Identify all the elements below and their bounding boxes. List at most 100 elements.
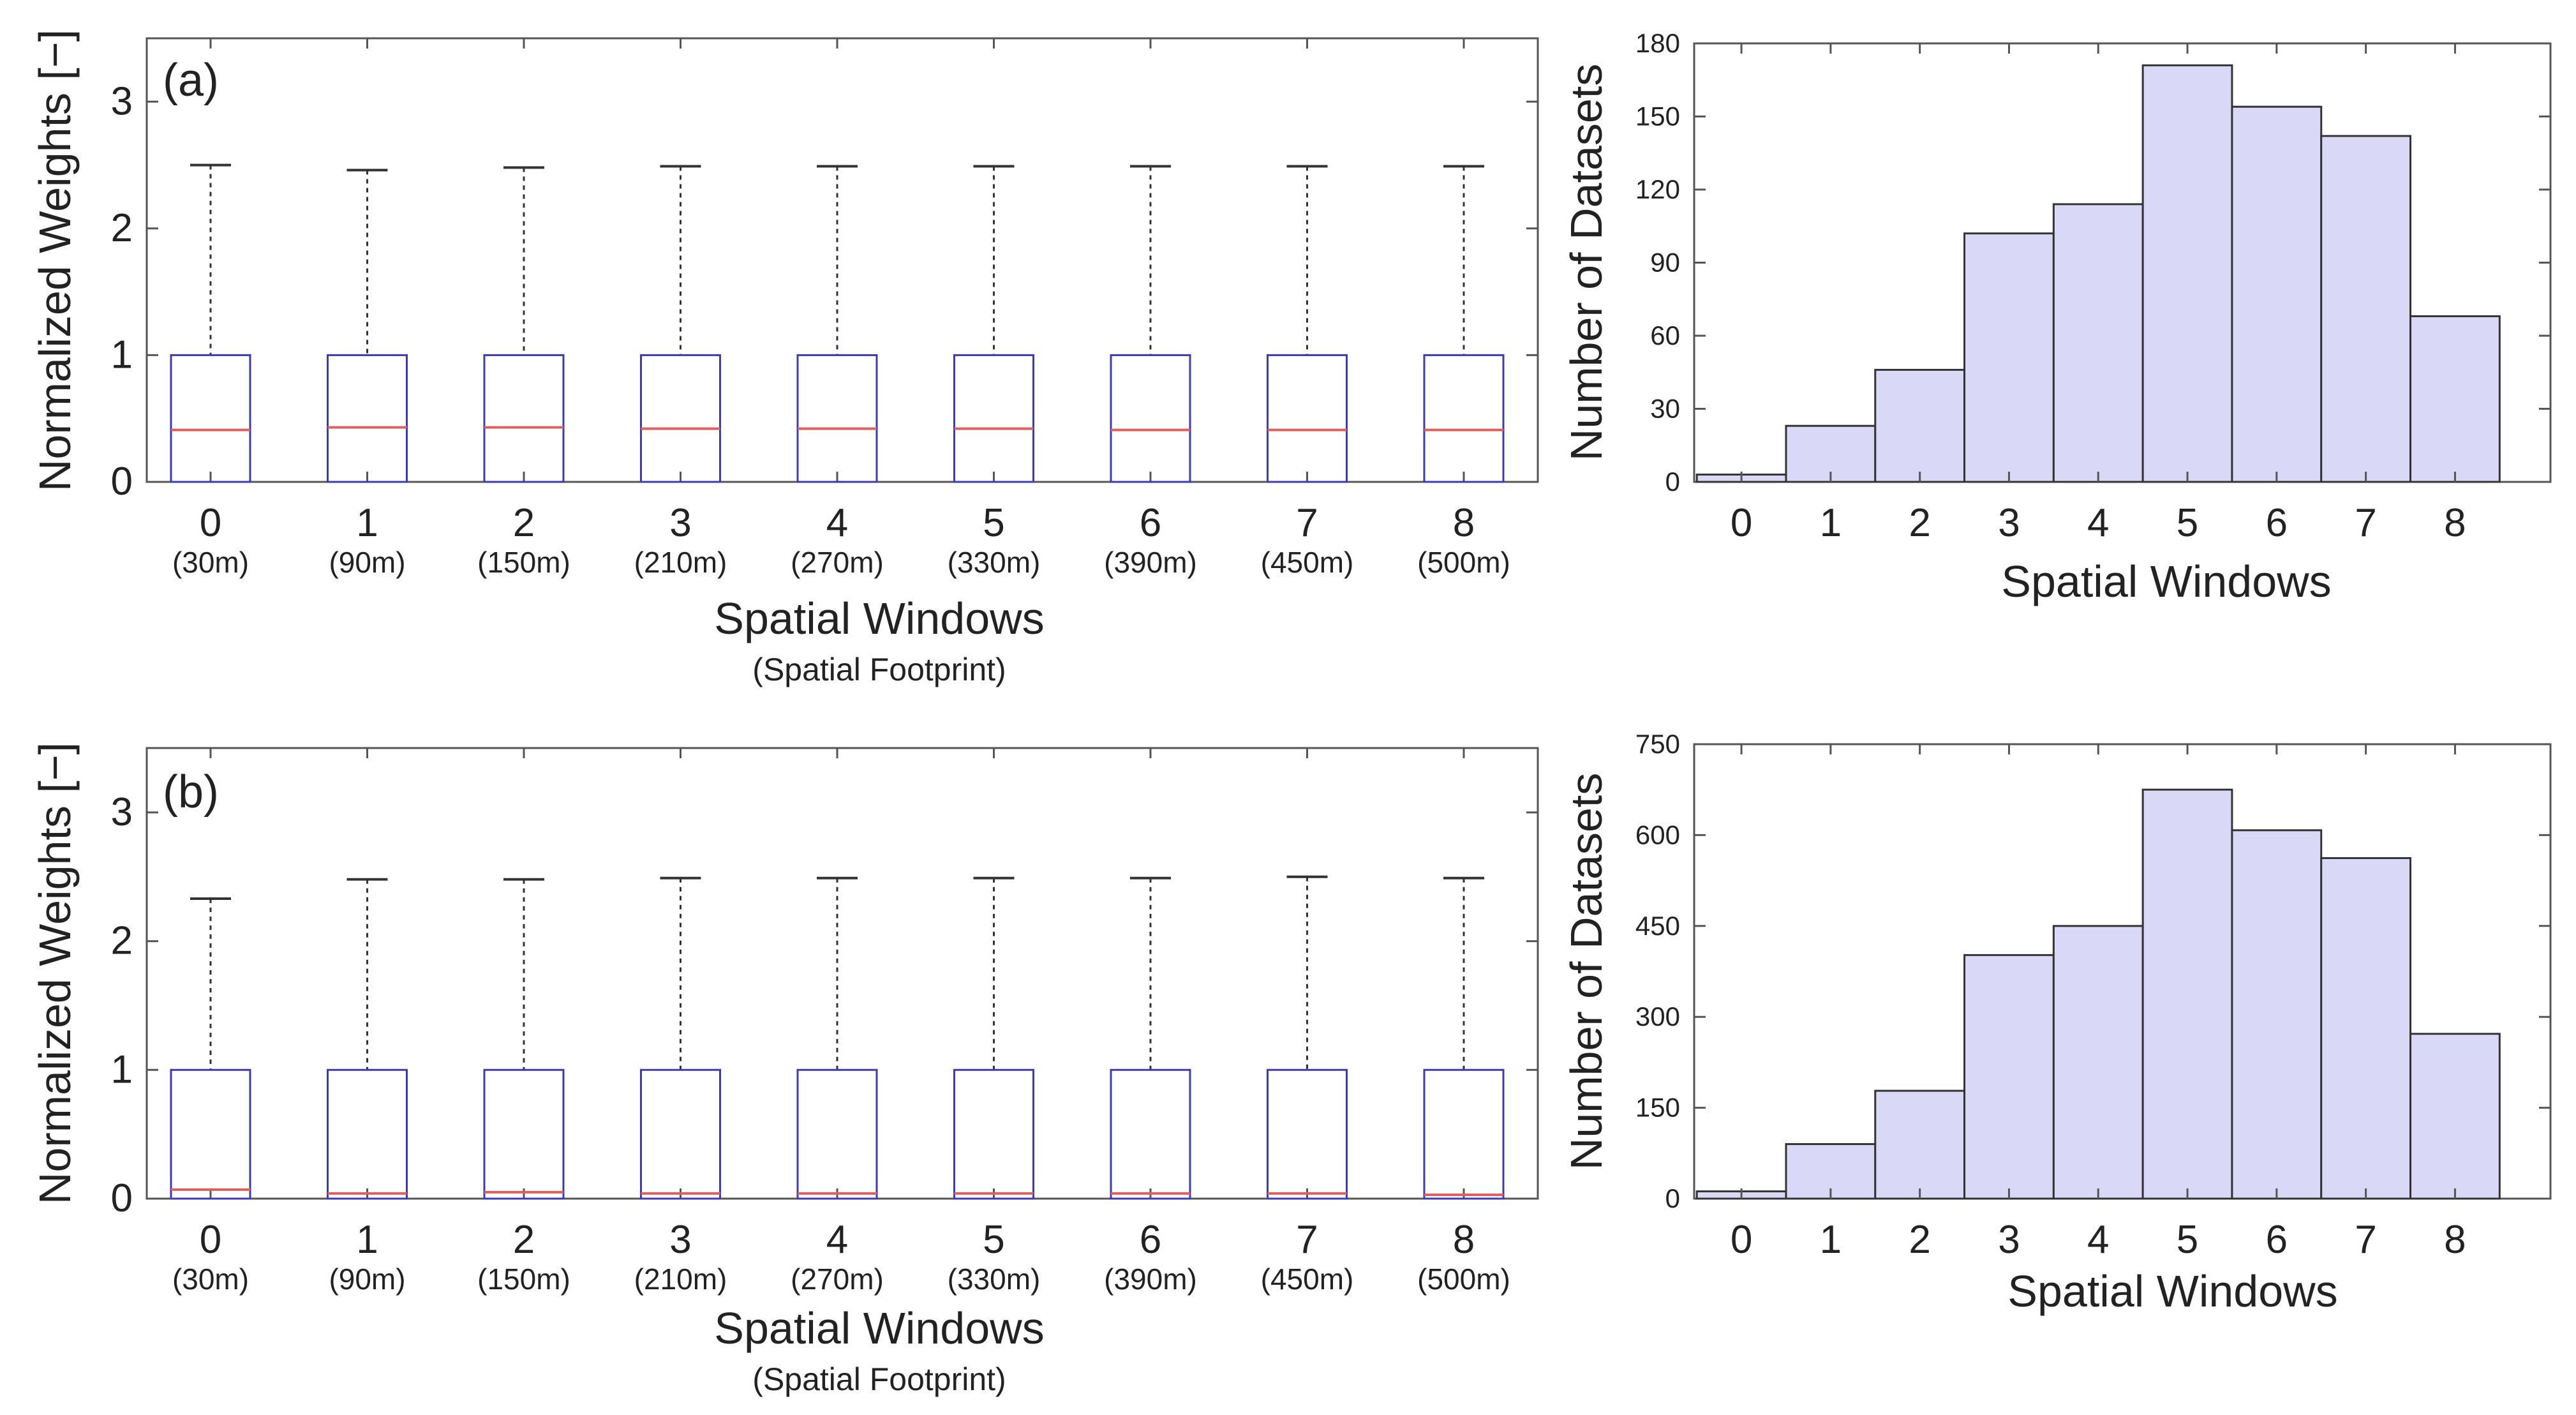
x-tick-label: 5 (2177, 501, 2198, 545)
x-tick-label: 0 (200, 501, 221, 545)
y-tick-label: 60 (1650, 320, 1680, 350)
x-tick-label: 6 (2266, 501, 2288, 545)
x-tick-label: 1 (1820, 501, 1842, 545)
x-tick-label: 8 (2444, 1218, 2466, 1262)
x-axis-title: Spatial Windows (2001, 557, 2331, 606)
x-tick-label: 1 (356, 1218, 378, 1262)
x-tick-label: 6 (2266, 1218, 2288, 1262)
bar (2141, 64, 2233, 483)
box (170, 1068, 251, 1200)
footprint-label: (500m) (1417, 546, 1510, 579)
y-tick-label: 1 (111, 333, 133, 377)
bar (2231, 105, 2323, 483)
x-axis-title: Spatial Windows (714, 594, 1044, 643)
x-tick-label: 7 (2355, 1218, 2376, 1262)
x-tick-label: 7 (1296, 1218, 1318, 1262)
y-axis-title: Number of Datasets (1561, 64, 1611, 461)
plot-frame (145, 747, 1539, 1200)
box (483, 354, 565, 483)
footprint-label: (30m) (172, 1262, 249, 1296)
footprint-label: (330m) (948, 1262, 1041, 1296)
footprint-label: (90m) (329, 546, 405, 579)
x-tick-label: 8 (1453, 1218, 1475, 1262)
y-tick-label: 3 (111, 79, 133, 123)
x-tick-label: 0 (1731, 501, 1752, 545)
y-tick-label: 600 (1635, 820, 1680, 850)
y-tick-label: 3 (111, 790, 133, 834)
bar (2052, 925, 2144, 1200)
x-tick-label: 7 (2355, 501, 2376, 545)
x-tick-label: 3 (1998, 501, 2020, 545)
box (1110, 1068, 1191, 1200)
bar (2052, 203, 2144, 483)
footprint-label: (150m) (477, 1262, 570, 1296)
x-tick-label: 4 (826, 501, 848, 545)
y-tick-label: 300 (1635, 1001, 1680, 1031)
x-tick-label: 3 (1998, 1218, 2020, 1262)
y-tick-label: 1 (111, 1047, 133, 1091)
footprint-label: (210m) (634, 546, 727, 579)
boxplot-marks: 01230(30m)1(90m)2(150m)3(210m)4(270m)5(3… (111, 748, 1538, 1296)
footprint-label: (270m) (791, 1262, 884, 1296)
y-axis-title: Number of Datasets (1561, 773, 1611, 1170)
box (1423, 1068, 1505, 1200)
y-axis-title: Normalized Weights [−] (30, 29, 80, 491)
y-tick-label: 2 (111, 206, 133, 250)
histogram-marks: 0 150 300 450 600 750 0 1 2 3 4 5 6 7 8 (1635, 729, 2550, 1262)
footprint-label: (390m) (1104, 546, 1197, 579)
bar (2231, 829, 2323, 1200)
footprint-label: (270m) (791, 546, 884, 579)
x-tick-label: 5 (2177, 1218, 2198, 1262)
y-tick-label: 120 (1635, 174, 1680, 204)
y-tick-label: 90 (1650, 248, 1680, 278)
x-tick-label: 8 (2444, 501, 2466, 545)
y-tick-label: 0 (1665, 1183, 1680, 1213)
footprint-label: (500m) (1417, 1262, 1510, 1296)
footprint-label: (150m) (477, 546, 570, 579)
y-tick-label: 0 (111, 460, 133, 504)
box (1423, 354, 1505, 483)
box (953, 1068, 1034, 1200)
histogram-panel-bottom: Number of Datasets Spatial Windows 0 150 3… (1561, 729, 2552, 1316)
y-tick-label: 150 (1635, 101, 1680, 131)
x-tick-label: 1 (356, 501, 378, 545)
box (953, 354, 1034, 483)
x-tick-label: 6 (1140, 501, 1161, 545)
footprint-label: (30m) (172, 546, 249, 579)
box (796, 354, 878, 483)
x-tick-label: 2 (1909, 1218, 1930, 1262)
bar (1874, 368, 1966, 483)
y-tick-label: 150 (1635, 1093, 1680, 1123)
box (483, 1068, 565, 1200)
plot-frame (145, 37, 1539, 483)
footprint-label: (390m) (1104, 1262, 1197, 1296)
x-tick-label: 8 (1453, 501, 1475, 545)
box (170, 354, 251, 483)
y-tick-label: 2 (111, 919, 133, 963)
histogram-panel-top: Number of Datasets Spatial Windows 03060… (1561, 28, 2552, 606)
footprint-label: (210m) (634, 1262, 727, 1296)
x-axis-title: Spatial Windows (2007, 1266, 2337, 1316)
x-tick-label: 2 (513, 501, 535, 545)
x-tick-label: 2 (513, 1218, 535, 1262)
bar (2141, 788, 2233, 1200)
x-tick-label: 3 (669, 1218, 691, 1262)
x-tick-label: 5 (983, 1218, 1004, 1262)
x-axis-title: Spatial Windows (714, 1303, 1044, 1353)
x-axis-subtitle: (Spatial Footprint) (752, 1361, 1006, 1397)
x-tick-label: 0 (1731, 1218, 1752, 1262)
y-tick-label: 0 (1665, 467, 1680, 497)
y-tick-label: 450 (1635, 911, 1680, 941)
y-axis-title: Normalized Weights [−] (30, 742, 80, 1204)
boxplot-panel-b: (b) Normalized Weights [−] Spatial Windo… (30, 742, 1539, 1397)
bar (1874, 1089, 1966, 1200)
panel-label: (b) (163, 767, 219, 818)
footprint-label: (330m) (948, 546, 1041, 579)
box (796, 1068, 878, 1200)
x-tick-label: 7 (1296, 501, 1318, 545)
box (327, 354, 408, 483)
box (640, 354, 721, 483)
footprint-label: (90m) (329, 1262, 405, 1296)
x-tick-label: 5 (983, 501, 1004, 545)
